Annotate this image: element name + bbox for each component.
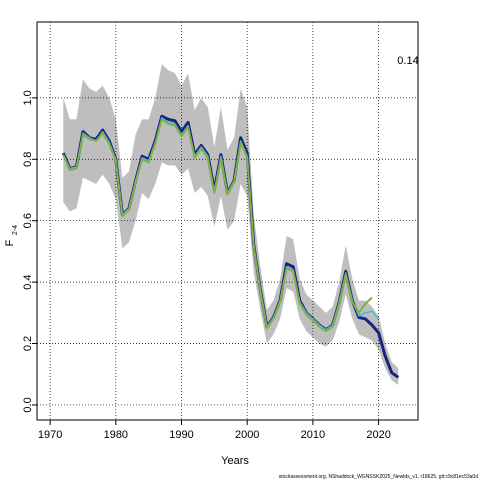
x-tick-label: 2020 (366, 429, 390, 441)
y-axis-label: F (4, 239, 16, 246)
series-line (62, 118, 373, 333)
y-tick-label: 0.8 (22, 152, 34, 167)
y-tick-label: 0.0 (22, 397, 34, 412)
x-tick-label: 2000 (235, 429, 259, 441)
annotation: 0.14 (397, 55, 418, 67)
y-axis-label-group: F 2-4 (4, 225, 19, 247)
confidence-band (63, 64, 399, 385)
x-tick-label: 1980 (104, 429, 128, 441)
plot-frame (36, 21, 419, 421)
x-axis-label: Years (221, 455, 249, 467)
x-tick-label: 1970 (38, 429, 62, 441)
y-tick-label: 0.4 (22, 274, 34, 289)
x-tick-label: 2010 (301, 429, 325, 441)
y-tick-label: 1.0 (22, 90, 34, 105)
x-tick-label: 1990 (169, 429, 193, 441)
y-tick-label: 0.2 (22, 336, 34, 351)
y-tick-label: 0.6 (22, 213, 34, 228)
footer: stockassessment.org, NShaddock_WGNSSK202… (279, 474, 478, 480)
y-axis-label-sub: 2-4 (12, 225, 19, 235)
